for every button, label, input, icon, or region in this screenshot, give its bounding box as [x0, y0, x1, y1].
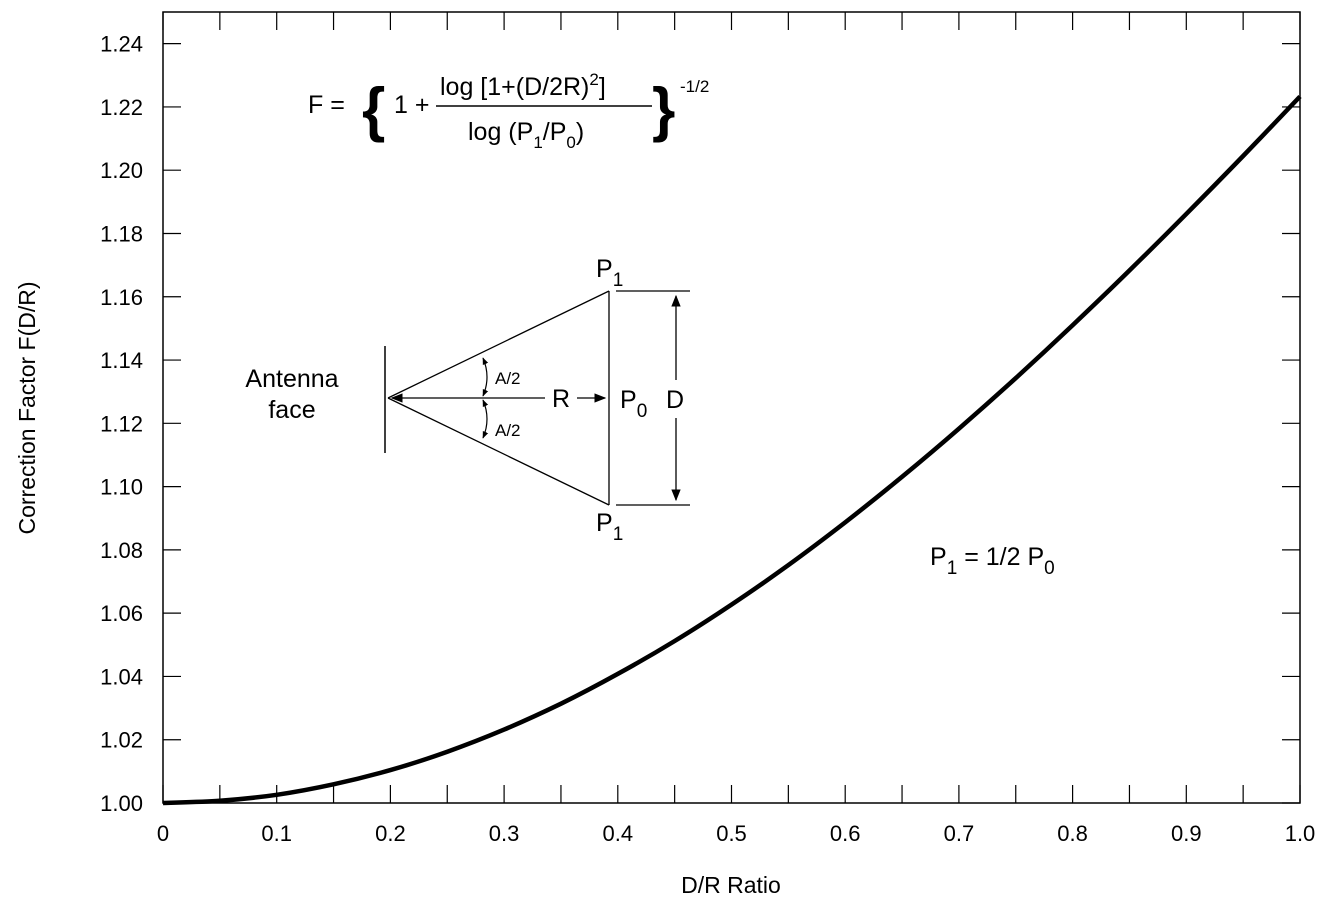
y-tick-label: 1.22	[100, 95, 143, 120]
x-tick-label: 0.4	[603, 821, 634, 846]
y-tick-label: 1.16	[100, 285, 143, 310]
x-axis-label: D/R Ratio	[681, 872, 781, 898]
antenna-label-line2: face	[268, 396, 315, 424]
x-tick-label: 0.7	[944, 821, 975, 846]
antenna-label-line1: Antenna	[245, 365, 338, 393]
axis-ticks	[162, 12, 1301, 804]
x-tick-label: 0.2	[375, 821, 406, 846]
lower-angle-arc	[482, 399, 489, 439]
y-tick-label: 1.20	[100, 158, 143, 183]
x-tick-label: 0.8	[1057, 821, 1088, 846]
p1-bottom-label: P1	[596, 509, 623, 545]
curve-label: P1 = 1/2 P0	[930, 543, 1055, 579]
x-tick-label: 0.6	[830, 821, 861, 846]
y-tick-label: 1.02	[100, 728, 143, 753]
p1-top-label: P1	[596, 255, 623, 291]
antenna-diagram: Antenna face R A/2 A/2 D P1 P0 P1	[245, 255, 690, 545]
plot-frame	[162, 11, 1301, 804]
formula-lhs: F =	[308, 91, 345, 119]
beam-lower-edge	[387, 397, 610, 506]
formula-denominator: log (P1/P0)	[468, 118, 584, 152]
correction-factor-curve	[162, 94, 1302, 806]
beam-upper-edge	[387, 290, 610, 399]
y-tick-label: 1.06	[100, 601, 143, 626]
y-tick-label: 1.10	[100, 475, 143, 500]
formula-exponent: -1/2	[680, 77, 709, 96]
y-tick-label: 1.08	[100, 538, 143, 563]
x-tick-label: 0	[157, 821, 169, 846]
y-tick-label: 1.12	[100, 411, 143, 436]
y-tick-label: 1.14	[100, 348, 143, 373]
lower-half-angle-label: A/2	[495, 421, 521, 440]
axis-tick-labels: 0 0.1 0.2 0.3 0.4 0.5 0.6 0.7 0.8 0.9 1.0 1.00 1.02 1…	[100, 32, 1315, 846]
formula-one-plus: 1 +	[394, 91, 429, 119]
x-tick-label: 0.3	[489, 821, 520, 846]
x-tick-label: 0.9	[1171, 821, 1202, 846]
y-tick-label: 1.00	[100, 791, 143, 816]
y-axis-label: Correction Factor F(D/R)	[14, 281, 40, 534]
y-tick-label: 1.24	[100, 32, 143, 57]
upper-half-angle-label: A/2	[495, 369, 521, 388]
formula-open-brace: {	[362, 76, 385, 143]
upper-angle-arc	[482, 357, 489, 397]
y-tick-label: 1.18	[100, 221, 143, 246]
p0-label: P0	[620, 386, 647, 422]
radius-label: R	[552, 385, 570, 413]
formula-numerator: log [1+(D/2R)2]	[440, 70, 606, 101]
distance-label: D	[666, 386, 684, 414]
x-tick-label: 1.0	[1285, 821, 1316, 846]
x-tick-label: 0.1	[261, 821, 292, 846]
formula: F = { 1 + log [1+(D/2R)2] log (P1/P0) } …	[308, 70, 709, 152]
formula-close-brace: }	[652, 76, 675, 143]
y-tick-label: 1.04	[100, 664, 143, 689]
x-tick-label: 0.5	[716, 821, 747, 846]
